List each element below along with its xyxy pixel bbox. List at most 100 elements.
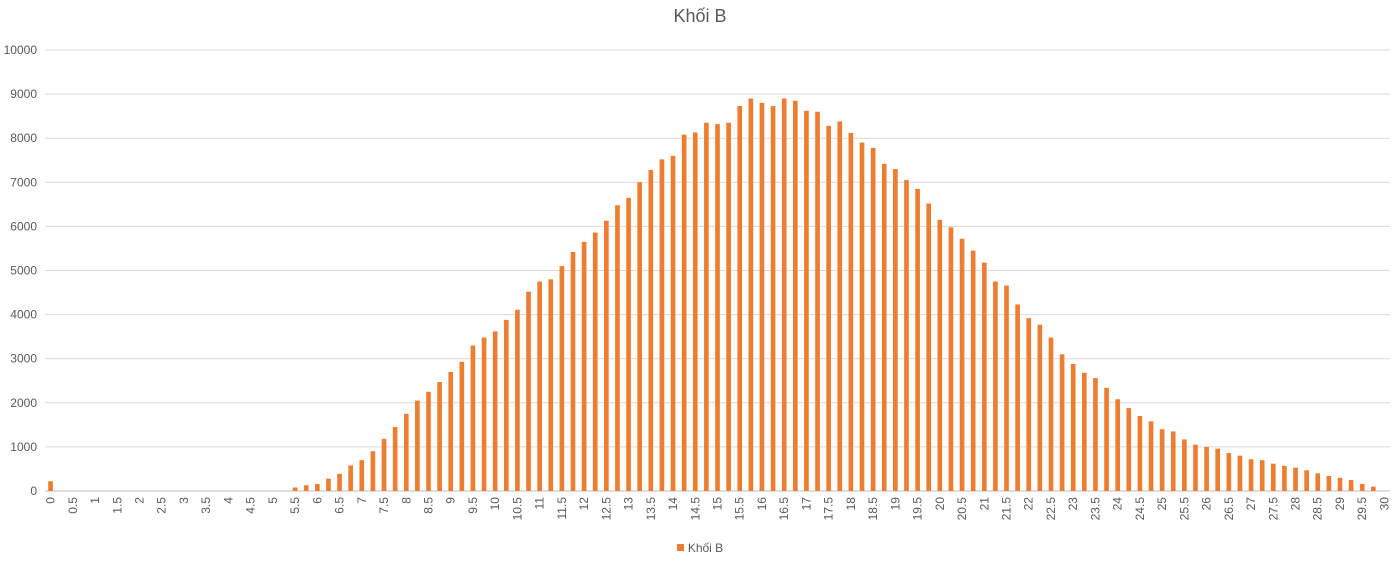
bar <box>326 478 331 491</box>
bar <box>403 413 409 491</box>
bar <box>681 134 687 492</box>
bar <box>804 110 809 492</box>
bar <box>1081 372 1087 491</box>
bar <box>859 142 865 492</box>
bar <box>448 371 454 491</box>
bar <box>1115 399 1120 491</box>
x-tick-label: 12 <box>577 497 591 511</box>
bar <box>792 100 798 492</box>
x-tick-label: 0.5 <box>66 497 80 514</box>
bar <box>1015 304 1020 491</box>
bar <box>1304 470 1309 491</box>
bar <box>1059 354 1065 491</box>
x-tick-label: 25 <box>1155 497 1169 511</box>
bar <box>1026 318 1032 491</box>
bar <box>837 121 843 491</box>
y-tick-label: 9000 <box>10 87 37 101</box>
bar <box>615 205 620 492</box>
x-tick-label: 29 <box>1333 497 1347 511</box>
bar <box>381 438 387 491</box>
x-tick-label: 4 <box>221 497 235 504</box>
bar <box>670 155 676 491</box>
bar <box>1370 486 1376 491</box>
bar <box>881 163 887 491</box>
bar <box>1159 429 1165 491</box>
x-tick-label: 15 <box>711 497 725 511</box>
x-tick-label: 17 <box>799 497 813 511</box>
x-tick-label: 4.5 <box>244 497 258 514</box>
bar <box>826 125 831 491</box>
bar <box>870 147 876 491</box>
x-tick-label: 29.5 <box>1355 497 1369 521</box>
bar <box>415 400 420 491</box>
bar <box>781 98 787 491</box>
bar <box>848 132 854 491</box>
y-tick-label: 0 <box>30 484 37 498</box>
bar <box>981 262 987 491</box>
x-tick-label: 12.5 <box>599 497 613 521</box>
y-tick-label: 3000 <box>10 352 37 366</box>
bar <box>1359 483 1365 491</box>
bar <box>648 169 654 491</box>
x-tick-label: 1.5 <box>110 497 124 514</box>
bar <box>1215 448 1221 491</box>
bar <box>704 122 709 492</box>
y-tick-label: 6000 <box>10 219 37 233</box>
y-tick-label: 10000 <box>4 43 38 57</box>
legend-swatch <box>676 544 684 552</box>
bar <box>426 391 431 491</box>
x-tick-label: 8 <box>399 497 413 504</box>
bar <box>692 132 698 491</box>
bar <box>1226 453 1232 491</box>
x-tick-label: 19.5 <box>911 497 925 521</box>
bar <box>993 281 998 491</box>
bar <box>1070 363 1076 491</box>
bar <box>348 465 354 491</box>
x-tick-label: 7.5 <box>377 497 391 514</box>
bar <box>470 345 476 491</box>
bar <box>759 102 765 492</box>
bar <box>815 111 820 492</box>
bar <box>1282 465 1287 491</box>
bar <box>303 485 309 491</box>
bar <box>1204 446 1209 491</box>
x-tick-label: 3 <box>177 497 191 504</box>
bar <box>1104 387 1109 491</box>
x-tick-label: 11 <box>533 497 547 510</box>
bar <box>526 291 531 491</box>
bar <box>1237 455 1243 491</box>
bar <box>515 309 520 491</box>
x-tick-label: 11.5 <box>555 497 569 520</box>
bar <box>1348 479 1354 491</box>
x-tick-label: 10 <box>488 497 502 511</box>
x-tick-label: 27 <box>1244 497 1258 511</box>
bar <box>492 331 498 491</box>
x-tick-label: 6 <box>310 497 324 504</box>
chart-legend: Khối B <box>0 540 1400 555</box>
x-tick-label: 25.5 <box>1177 497 1191 521</box>
x-tick-label: 21 <box>977 497 991 511</box>
x-tick-label: 23.5 <box>1088 497 1102 521</box>
x-tick-label: 16 <box>755 497 769 511</box>
bar <box>1170 431 1176 491</box>
x-tick-label: 24.5 <box>1133 497 1147 521</box>
bar <box>659 159 665 491</box>
y-tick-label: 7000 <box>10 175 37 189</box>
x-tick-label: 27.5 <box>1266 497 1280 521</box>
bar <box>292 487 298 491</box>
bar <box>937 219 943 492</box>
bar <box>770 106 776 491</box>
bar <box>392 427 398 491</box>
bar <box>1048 337 1054 491</box>
bar <box>1293 467 1298 491</box>
x-tick-label: 18 <box>844 497 858 511</box>
bar <box>1248 459 1254 491</box>
x-tick-label: 26.5 <box>1222 497 1236 521</box>
x-tick-label: 5.5 <box>288 497 302 514</box>
x-tick-label: 5 <box>266 497 280 504</box>
x-tick-label: 22 <box>1022 497 1036 511</box>
bar <box>726 122 731 492</box>
bar <box>1259 460 1265 491</box>
